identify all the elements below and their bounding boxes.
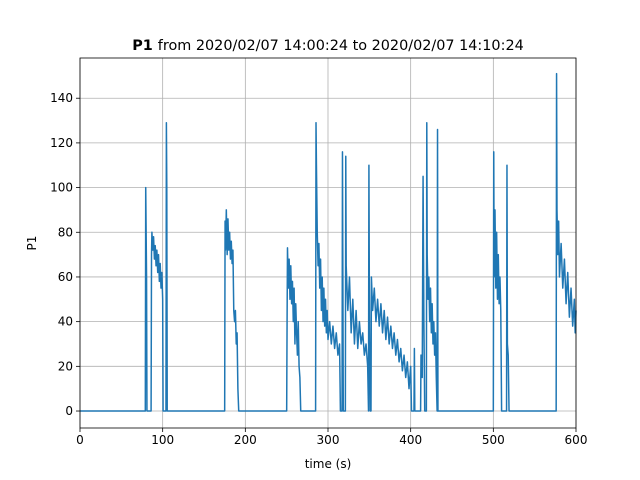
x-tick-label: 0 [76, 433, 84, 447]
x-axis-label: time (s) [305, 457, 352, 471]
y-tick-label: 60 [58, 270, 73, 284]
title-bold: P1 [132, 38, 153, 54]
y-tick-label: 40 [58, 315, 73, 329]
y-tick-label: 20 [58, 359, 73, 373]
x-tick-label: 600 [565, 433, 588, 447]
y-tick-label: 80 [58, 225, 73, 239]
title-rest: from 2020/02/07 14:00:24 to 2020/02/07 1… [158, 38, 524, 54]
chart-title: P1 from 2020/02/07 14:00:24 to 2020/02/07… [132, 38, 524, 54]
plot-frame [79, 57, 577, 429]
x-tick-label: 100 [151, 433, 174, 447]
y-tick-label: 140 [50, 91, 73, 105]
y-axis-label: P1 [25, 236, 39, 251]
x-tick-label: 500 [482, 433, 505, 447]
y-tick-label: 0 [65, 404, 73, 418]
x-tick-label: 300 [317, 433, 340, 447]
y-tick-label: 120 [50, 136, 73, 150]
x-tick-label: 200 [234, 433, 257, 447]
y-tick-label: 100 [50, 181, 73, 195]
x-tick-label: 400 [399, 433, 422, 447]
data-line [80, 72, 577, 412]
